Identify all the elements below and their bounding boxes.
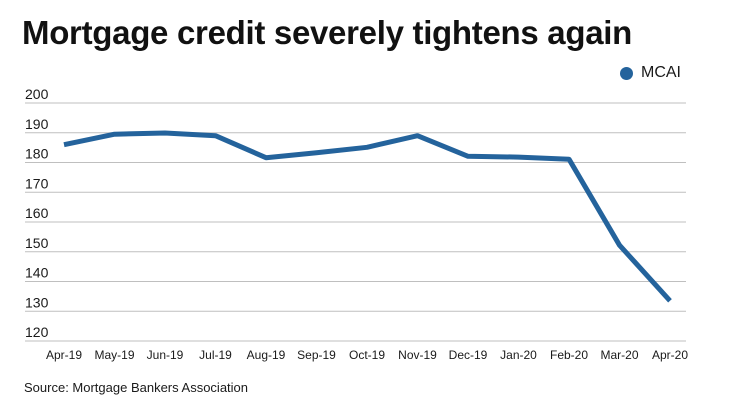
chart-title: Mortgage credit severely tightens again <box>22 14 632 51</box>
x-tick-label: Mar-20 <box>600 348 638 362</box>
series-line-mcai <box>63 130 672 303</box>
y-tick-label: 170 <box>25 175 49 191</box>
y-tick-label: 130 <box>25 294 49 310</box>
y-tick-label: 200 <box>25 86 49 102</box>
legend-label: MCAI <box>641 64 681 81</box>
x-tick-label: Feb-20 <box>550 348 588 362</box>
x-tick-label: Nov-19 <box>398 348 437 362</box>
x-tick-label: Dec-19 <box>449 348 488 362</box>
y-tick-label: 150 <box>25 235 49 251</box>
y-tick-label: 120 <box>25 324 49 340</box>
x-tick-label: Apr-20 <box>652 348 688 362</box>
x-tick-label: Aug-19 <box>247 348 286 362</box>
x-tick-label: Jan-20 <box>500 348 537 362</box>
x-tick-label: Jun-19 <box>147 348 184 362</box>
y-axis-ticks: 120 130 140 150 160 170 180 190 200 <box>25 86 49 340</box>
x-tick-label: Sep-19 <box>297 348 336 362</box>
x-tick-label: Apr-19 <box>46 348 82 362</box>
y-tick-label: 140 <box>25 265 49 281</box>
source-note: Source: Mortgage Bankers Association <box>24 380 249 395</box>
grid-lines <box>25 102 686 342</box>
x-axis-ticks: Apr-19 May-19 Jun-19 Jul-19 Aug-19 Sep-19 Oct-… <box>46 348 688 362</box>
legend-swatch <box>620 66 633 80</box>
x-tick-label: May-19 <box>94 348 134 362</box>
series-layer <box>63 130 672 303</box>
y-tick-label: 190 <box>25 116 49 132</box>
y-tick-label: 160 <box>25 205 49 221</box>
x-tick-label: Oct-19 <box>349 348 385 362</box>
legend: MCAI <box>620 64 681 82</box>
x-tick-label: Jul-19 <box>199 348 232 362</box>
y-tick-label: 180 <box>25 146 49 162</box>
